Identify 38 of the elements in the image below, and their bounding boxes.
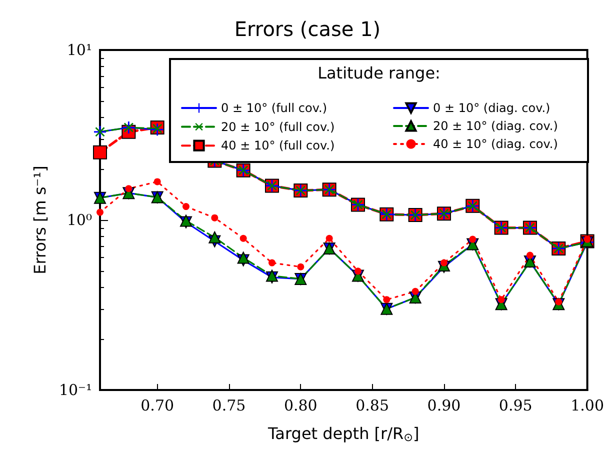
point	[154, 178, 161, 186]
point	[354, 268, 362, 275]
point	[125, 185, 132, 192]
point	[96, 208, 104, 216]
x-tick-label: 0.70	[140, 396, 174, 414]
legend-label: 20 ± 10° (diag. cov.)	[433, 119, 558, 133]
x-tick-label: 0.85	[356, 396, 390, 414]
x-tick-label: 0.95	[498, 396, 532, 414]
x-tick-label: 0.80	[284, 396, 318, 414]
point	[208, 231, 221, 244]
point	[383, 296, 390, 304]
point	[240, 234, 247, 242]
legend-label: 0 ± 10° (full cov.)	[221, 101, 328, 115]
point	[526, 252, 534, 259]
legend-label: 40 ± 10° (full cov.)	[221, 138, 335, 153]
point	[211, 214, 218, 222]
point	[237, 252, 250, 264]
x-axis-title: Target depth [r/R⊙]	[267, 424, 420, 444]
y-tick-label: 10¹	[66, 41, 92, 59]
point	[93, 145, 107, 160]
y-axis-title: Errors [m s⁻¹]	[30, 166, 50, 274]
point	[469, 236, 476, 243]
point	[182, 203, 190, 210]
legend-label: 0 ± 10° (diag. cov.)	[433, 101, 550, 115]
legend-title: Latitude range:	[318, 64, 440, 82]
point	[268, 259, 276, 266]
x-tick-label: 0.90	[427, 396, 461, 414]
chart-title: Errors (case 1)	[234, 17, 381, 41]
point	[297, 263, 304, 270]
point	[498, 296, 505, 304]
point	[326, 234, 333, 242]
y-tick-label: 10⁻¹	[58, 381, 92, 399]
legend-label: 40 ± 10° (diag. cov.)	[433, 137, 558, 151]
legend-label: 20 ± 10° (full cov.)	[221, 120, 335, 134]
y-tick-label: 10⁰	[66, 211, 92, 229]
x-tick-label: 0.75	[212, 396, 246, 414]
point	[412, 288, 419, 295]
x-tick-label: 1.00	[570, 396, 604, 414]
